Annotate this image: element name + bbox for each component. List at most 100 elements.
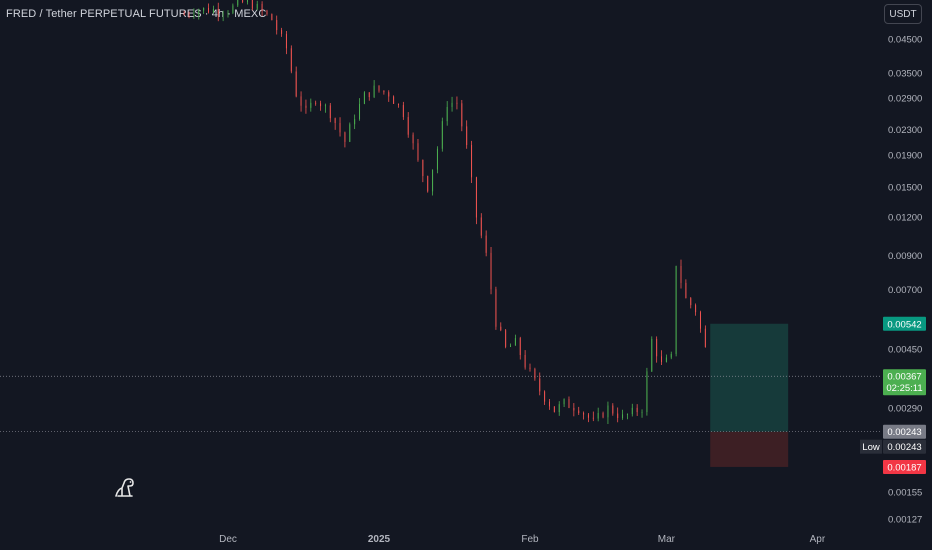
candle [402, 101, 404, 120]
time-axis[interactable]: Dec 2025 Feb Mar Apr [219, 534, 826, 545]
low-label: 0.00243 Low [860, 439, 926, 454]
price-tick-label: 0.01200 [888, 212, 922, 223]
tradingview-logo-icon [115, 478, 134, 497]
candle [602, 411, 604, 419]
candle [432, 169, 434, 196]
candle [495, 286, 497, 330]
candle [592, 411, 594, 422]
price-axis[interactable]: 0.04500 0.03500 0.02900 0.02300 0.01900 0.015… [888, 35, 922, 526]
candle [612, 403, 614, 416]
candle [237, 0, 239, 7]
price-tick-label: 0.00450 [888, 344, 922, 355]
candle [388, 90, 390, 102]
candle [505, 328, 507, 349]
candle [475, 176, 477, 225]
candle [446, 101, 448, 126]
candle [583, 411, 585, 420]
candle [690, 297, 692, 309]
candle [320, 100, 322, 111]
candle [208, 3, 210, 14]
candle [310, 98, 312, 112]
price-tick-label: 0.00700 [888, 285, 922, 296]
candle [607, 401, 609, 424]
candle [685, 279, 687, 299]
candle [393, 95, 395, 104]
candle [436, 146, 438, 174]
candle [461, 99, 463, 132]
candle [704, 325, 706, 348]
candle-countdown: 02:25:11 [886, 383, 922, 394]
candle [203, 7, 205, 14]
price-tick-label: 0.03500 [888, 68, 922, 79]
candle [212, 5, 214, 14]
take-profit-value: 0.00542 [887, 319, 921, 330]
entry-label: 0.00243 [883, 424, 926, 439]
time-tick-label: Mar [658, 534, 676, 545]
candle [242, 0, 244, 4]
time-tick-label: Dec [219, 534, 237, 545]
currency-button[interactable]: USDT [884, 4, 922, 24]
candle [344, 131, 346, 148]
candle [670, 351, 672, 360]
candle [617, 407, 619, 423]
candle [349, 122, 351, 143]
candle [383, 90, 385, 95]
candle [222, 10, 224, 22]
candle [378, 85, 380, 93]
price-tick-label: 0.00900 [888, 251, 922, 262]
candle [524, 350, 526, 370]
candle [266, 9, 268, 16]
price-tick-label: 0.01500 [888, 182, 922, 193]
price-tick-label: 0.01900 [888, 151, 922, 162]
candle [295, 66, 297, 98]
candle [539, 372, 541, 396]
candle [232, 3, 234, 15]
candle [368, 92, 370, 101]
candle [661, 350, 663, 365]
candle [656, 336, 658, 363]
candle [519, 336, 521, 360]
candle [597, 407, 599, 422]
candle [271, 13, 273, 21]
candle [548, 398, 550, 410]
price-tick-label: 0.00290 [888, 403, 922, 414]
candle [553, 406, 555, 413]
candle [466, 120, 468, 149]
candle [699, 310, 701, 333]
candle [587, 412, 589, 423]
candle [675, 265, 677, 357]
candle [251, 0, 253, 11]
time-tick-label: Apr [810, 534, 826, 545]
candle [646, 367, 648, 416]
candle [534, 367, 536, 381]
candle [665, 354, 667, 363]
candle [281, 27, 283, 37]
candle [451, 96, 453, 112]
candle [578, 406, 580, 415]
candle [373, 80, 375, 99]
candle [397, 103, 399, 108]
price-tick-label: 0.02300 [888, 125, 922, 136]
candle [490, 247, 492, 295]
chart-title: FRED / Tether PERPETUAL FUTURES · 4h · M… [6, 8, 267, 20]
candle [183, 10, 185, 16]
candle [227, 10, 229, 18]
current-price-value: 0.00367 [887, 372, 921, 383]
candle [261, 1, 263, 16]
candle [558, 401, 560, 416]
candle [412, 132, 414, 150]
loss-zone[interactable] [710, 431, 789, 467]
profit-zone[interactable] [710, 323, 789, 432]
candle [695, 303, 697, 316]
candle [568, 396, 570, 409]
candle [422, 159, 424, 183]
candle [359, 98, 361, 121]
candle [334, 117, 336, 130]
time-tick-label: Feb [521, 534, 539, 545]
candle [329, 102, 331, 123]
candle [315, 100, 317, 106]
long-position-tool[interactable] [710, 323, 789, 467]
